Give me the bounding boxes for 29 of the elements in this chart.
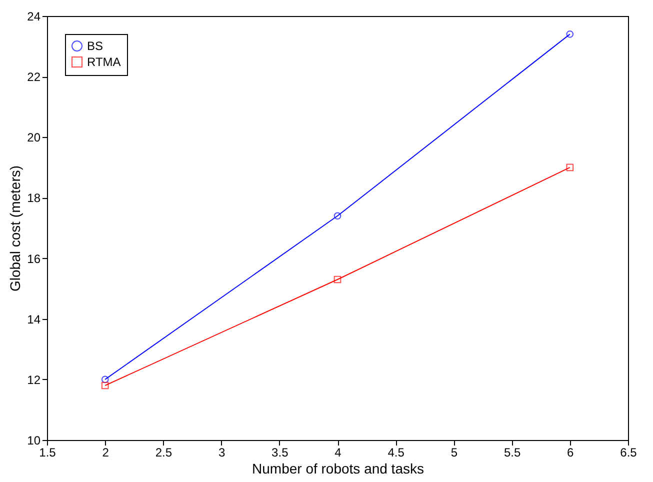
x-tick-label: 6.5	[620, 446, 638, 460]
x-tick-label: 1.5	[39, 446, 56, 460]
x-axis-title: Number of robots and tasks	[252, 460, 424, 476]
x-tick-label: 2	[102, 446, 110, 460]
legend-label: RTMA	[87, 55, 121, 69]
y-tick-label: 16	[27, 252, 41, 266]
point	[101, 382, 109, 390]
x-tick-label: 4	[334, 446, 342, 460]
y-tick-label: 18	[27, 191, 41, 206]
point	[101, 376, 109, 384]
x-tick-label: 5	[450, 446, 458, 460]
y-tick-label: 20	[27, 130, 41, 145]
point	[566, 164, 574, 172]
x-tick-label: 3	[218, 446, 226, 460]
y-tick-label: 24	[27, 10, 41, 24]
y-tick-label: 22	[27, 70, 41, 84]
point	[334, 212, 342, 220]
x-tick-label: 6	[567, 446, 574, 460]
x-tick-label: 3.5	[272, 446, 289, 460]
x-tick-label: 4.5	[388, 446, 405, 460]
point	[334, 276, 342, 284]
y-tick-label: 10	[27, 434, 41, 448]
point	[566, 30, 574, 38]
y-axis-title: Global cost (meters)	[7, 165, 24, 292]
legend-label: BS	[87, 39, 104, 53]
x-tick-label: 2.5	[155, 446, 172, 460]
y-tick-label: 14	[27, 312, 41, 326]
y-tick-label: 12	[27, 372, 41, 387]
x-tick-label: 5.5	[504, 446, 521, 460]
